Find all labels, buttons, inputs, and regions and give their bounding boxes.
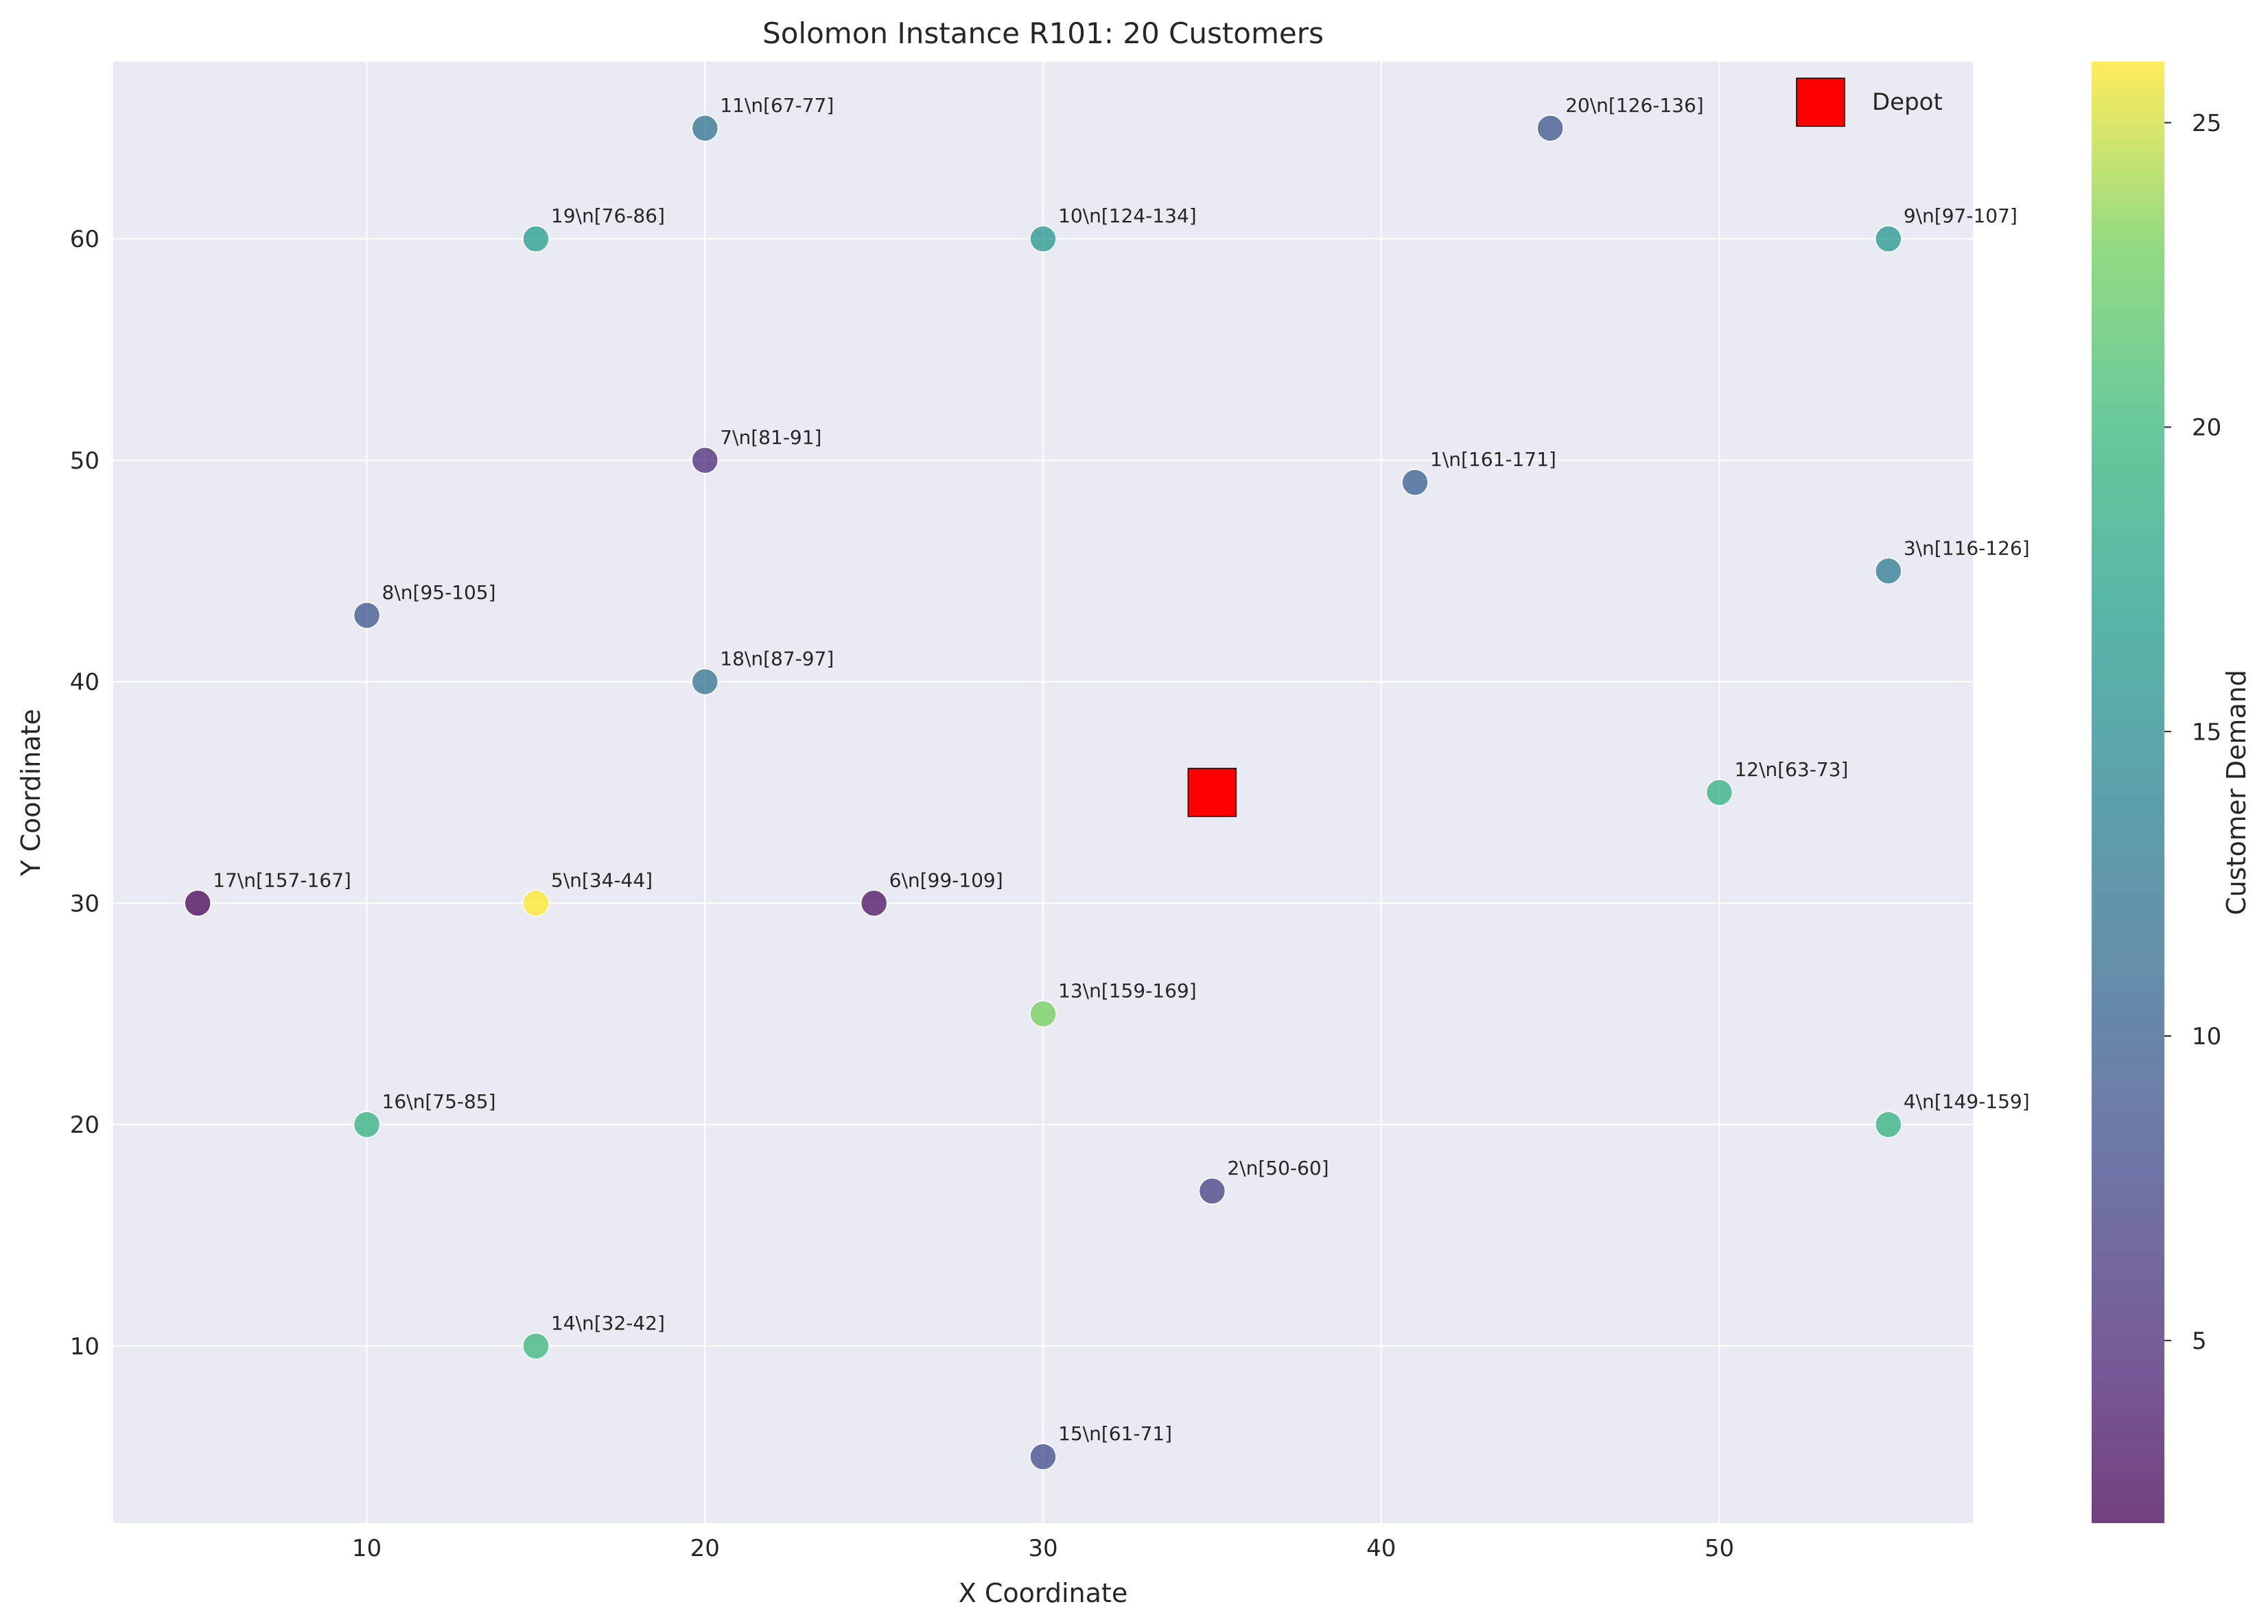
colorbar-tick-label: 25 <box>2192 110 2221 137</box>
customer-point <box>1536 115 1564 142</box>
x-tick-label: 10 <box>352 1535 382 1562</box>
customer-point <box>1029 1000 1057 1028</box>
colorbar-ticks: 5 10 15 20 25 <box>2164 110 2221 1355</box>
customer-point <box>1875 1111 1902 1138</box>
depot-marker <box>1187 768 1237 817</box>
y-tick-label: 20 <box>70 1111 100 1139</box>
colorbar-tick-label: 20 <box>2192 414 2221 442</box>
y-tick-label: 40 <box>70 669 100 696</box>
customer-label: 5\n[34-44] <box>551 869 653 891</box>
customer-point <box>1029 225 1057 252</box>
customer-label: 8\n[95-105] <box>382 581 496 604</box>
customer-point <box>353 602 381 629</box>
customer-point <box>691 668 719 696</box>
customer-label: 9\n[97-107] <box>1904 204 2018 227</box>
x-tick-label: 30 <box>1028 1535 1057 1562</box>
colorbar-gradient <box>2092 62 2164 1523</box>
customer-point <box>1198 1177 1226 1205</box>
y-tick-label: 50 <box>70 447 100 475</box>
customer-label: 17\n[157-167] <box>213 869 351 891</box>
customer-label: 20\n[126-136] <box>1565 94 1704 117</box>
customer-point <box>1875 557 1902 585</box>
x-tick-label: 20 <box>690 1535 720 1562</box>
x-tick-label: 50 <box>1705 1535 1734 1562</box>
legend-depot-label: Depot <box>1872 89 1943 116</box>
legend: Depot <box>1796 78 1943 127</box>
x-tick-label: 40 <box>1366 1535 1396 1562</box>
customer-label: 10\n[124-134] <box>1058 204 1197 227</box>
customer-label: 19\n[76-86] <box>551 204 665 227</box>
y-tick-label: 10 <box>70 1333 100 1361</box>
customer-point <box>860 889 888 917</box>
chart-title: Solomon Instance R101: 20 Customers <box>762 16 1324 50</box>
customer-point <box>1875 225 1902 252</box>
customer-label: 15\n[61-71] <box>1058 1422 1172 1445</box>
colorbar-tick-label: 15 <box>2192 718 2221 746</box>
customer-point <box>691 447 719 474</box>
customer-label: 2\n[50-60] <box>1227 1157 1329 1179</box>
customer-point <box>522 225 550 252</box>
customer-labels: 1\n[161-171] 2\n[50-60] 3\n[116-126] 4\n[14… <box>213 94 2029 1445</box>
customer-point <box>353 1111 381 1138</box>
customer-point <box>184 889 211 917</box>
y-axis-label: Y Coordinate <box>16 709 46 877</box>
colorbar-label: Customer Demand <box>2221 670 2252 915</box>
customer-label: 14\n[32-42] <box>551 1312 665 1334</box>
customer-point <box>522 889 550 917</box>
colorbar-tick-label: 10 <box>2192 1023 2221 1050</box>
colorbar: 5 10 15 20 25 Customer Demand <box>2092 62 2252 1523</box>
customer-label: 13\n[159-169] <box>1058 980 1197 1002</box>
customer-label: 11\n[67-77] <box>720 94 834 117</box>
customer-label: 7\n[81-91] <box>720 426 821 449</box>
customer-point <box>691 115 719 142</box>
customer-point <box>1029 1443 1057 1470</box>
customer-label: 1\n[161-171] <box>1430 448 1556 471</box>
customer-points <box>184 115 1902 1470</box>
customer-label: 3\n[116-126] <box>1904 537 2030 559</box>
customer-point <box>1401 469 1429 496</box>
customer-label: 16\n[75-85] <box>382 1090 496 1113</box>
customer-label: 4\n[149-159] <box>1904 1090 2030 1113</box>
customer-point <box>1705 779 1733 806</box>
customer-point <box>522 1332 550 1360</box>
customer-label: 6\n[99-109] <box>889 869 1003 891</box>
legend-depot-swatch <box>1796 78 1845 127</box>
y-tick-label: 60 <box>70 226 100 253</box>
y-tick-label: 30 <box>70 890 100 917</box>
colorbar-tick-label: 5 <box>2192 1328 2207 1355</box>
x-axis-label: X Coordinate <box>959 1578 1127 1608</box>
axis-ticks: 10 20 30 40 50 10 20 30 40 50 60 <box>70 226 1734 1562</box>
customer-label: 12\n[63-73] <box>1734 758 1848 781</box>
customer-label: 18\n[87-97] <box>720 648 834 670</box>
